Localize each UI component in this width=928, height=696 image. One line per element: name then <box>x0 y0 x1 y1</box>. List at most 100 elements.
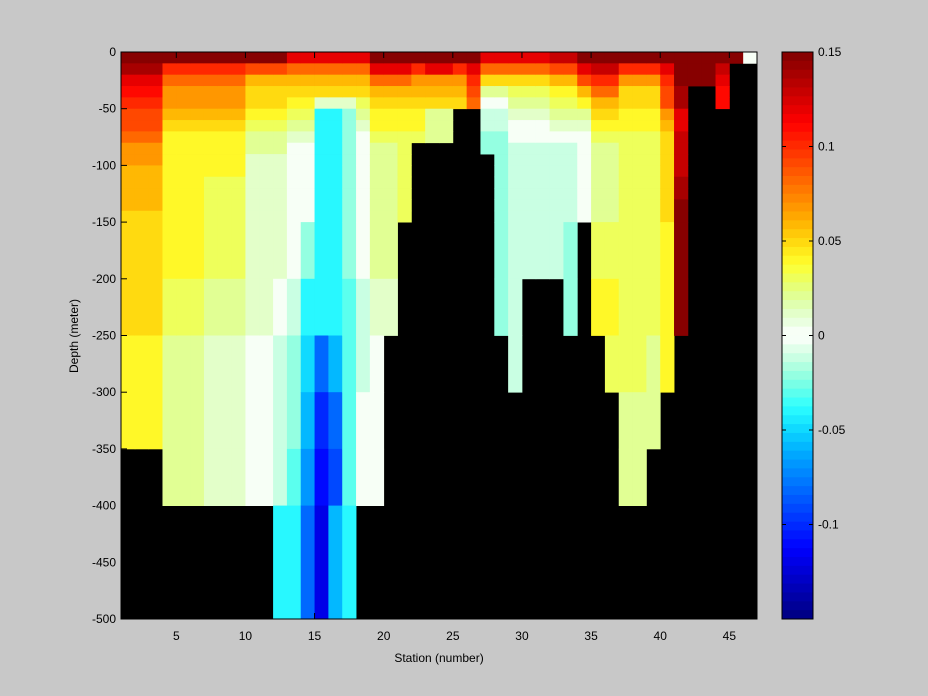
heatmap-cell <box>231 154 246 166</box>
colorbar-step <box>782 521 813 531</box>
heatmap-cell <box>134 86 150 98</box>
heatmap-cell <box>245 52 260 64</box>
heatmap-cell <box>674 278 689 336</box>
heatmap-cell <box>356 222 371 280</box>
heatmap-cell <box>286 210 302 223</box>
heatmap-cell <box>162 278 177 336</box>
heatmap-cell <box>508 222 523 280</box>
heatmap-cell <box>701 74 716 87</box>
heatmap-cell <box>314 52 329 64</box>
heatmap-cell <box>632 199 647 212</box>
colorbar-step <box>782 246 813 257</box>
heatmap-cell <box>535 222 551 280</box>
heatmap-cell <box>342 165 357 178</box>
heatmap-cell <box>134 392 150 450</box>
heatmap-cell <box>300 222 315 280</box>
y-tick-label: -200 <box>92 272 116 286</box>
colorbar-step <box>782 592 813 602</box>
heatmap-cell <box>632 176 647 189</box>
heatmap-cell <box>563 131 578 144</box>
colorbar-step <box>782 494 813 505</box>
heatmap-cell <box>535 52 551 64</box>
heatmap-cell <box>535 165 551 178</box>
heatmap-cell <box>397 142 412 155</box>
heatmap-cell <box>563 176 578 189</box>
heatmap-cell <box>452 63 468 76</box>
heatmap-cell <box>342 86 357 98</box>
heatmap-cell <box>632 86 647 98</box>
heatmap-cell <box>328 97 343 110</box>
heatmap-cell <box>356 131 371 144</box>
heatmap-cell <box>148 222 163 280</box>
y-tick-label: -400 <box>92 499 116 513</box>
heatmap-cell <box>508 86 523 98</box>
heatmap-cell <box>480 74 495 87</box>
heatmap-cell <box>618 392 633 450</box>
heatmap-cell <box>660 120 675 132</box>
heatmap-cell <box>369 392 385 450</box>
heatmap-cell <box>217 188 233 200</box>
heatmap-cell <box>494 120 509 132</box>
heatmap-cell <box>148 120 163 132</box>
heatmap-cell <box>121 120 136 132</box>
heatmap-cell <box>646 199 661 212</box>
heatmap-cell <box>259 131 274 144</box>
heatmap-cell <box>439 108 454 121</box>
heatmap-cell <box>508 188 523 200</box>
colorbar-step <box>782 441 813 452</box>
heatmap-cell <box>328 154 343 166</box>
heatmap-cell <box>397 131 412 144</box>
heatmap-cell <box>245 392 260 450</box>
colorbar-step <box>782 583 813 593</box>
heatmap-cell <box>563 278 578 336</box>
heatmap-cell <box>273 52 288 64</box>
colorbar-step <box>782 122 813 133</box>
heatmap-cell <box>383 199 398 212</box>
heatmap-cell <box>286 222 302 280</box>
colorbar-step <box>782 220 813 230</box>
heatmap-cell <box>342 154 357 166</box>
heatmap-cell <box>245 97 260 110</box>
heatmap-cell <box>176 335 191 393</box>
heatmap-cell <box>273 63 288 76</box>
colorbar-step <box>782 388 813 398</box>
heatmap-cell <box>397 108 412 121</box>
heatmap-cell <box>328 74 343 87</box>
heatmap-cell <box>190 86 205 98</box>
heatmap-cell <box>369 222 385 280</box>
colorbar-step <box>782 556 813 567</box>
heatmap-cell <box>356 165 371 178</box>
heatmap-cell <box>273 131 288 144</box>
heatmap-cell <box>660 63 675 76</box>
colorbar-step <box>782 167 813 177</box>
heatmap-cell <box>259 52 274 64</box>
heatmap-cell <box>604 335 620 393</box>
heatmap-cell <box>231 188 246 200</box>
heatmap-cell <box>618 210 633 223</box>
heatmap-cell <box>480 108 495 121</box>
heatmap-cell <box>286 199 302 212</box>
heatmap-cell <box>549 108 564 121</box>
heatmap-cell <box>314 176 329 189</box>
x-tick-label: 45 <box>723 629 737 643</box>
heatmap-cell <box>632 335 647 393</box>
heatmap-cell <box>231 222 246 280</box>
heatmap-cell <box>369 278 385 336</box>
heatmap-cell <box>494 199 509 212</box>
heatmap-cell <box>646 165 661 178</box>
heatmap-cell <box>286 120 302 132</box>
heatmap-cell <box>369 199 385 212</box>
heatmap-cell <box>618 335 633 393</box>
heatmap-cell <box>328 210 343 223</box>
heatmap-cell <box>604 154 620 166</box>
heatmap-cell <box>273 188 288 200</box>
heatmap-cell <box>369 448 385 506</box>
y-tick-label: -500 <box>92 612 116 626</box>
heatmap-cell <box>121 222 136 280</box>
colorbar-step <box>782 548 813 558</box>
heatmap-cell <box>245 154 260 166</box>
heatmap-cell <box>563 120 578 132</box>
heatmap-cell <box>342 505 357 620</box>
heatmap-cell <box>148 131 163 144</box>
heatmap-cell <box>245 335 260 393</box>
